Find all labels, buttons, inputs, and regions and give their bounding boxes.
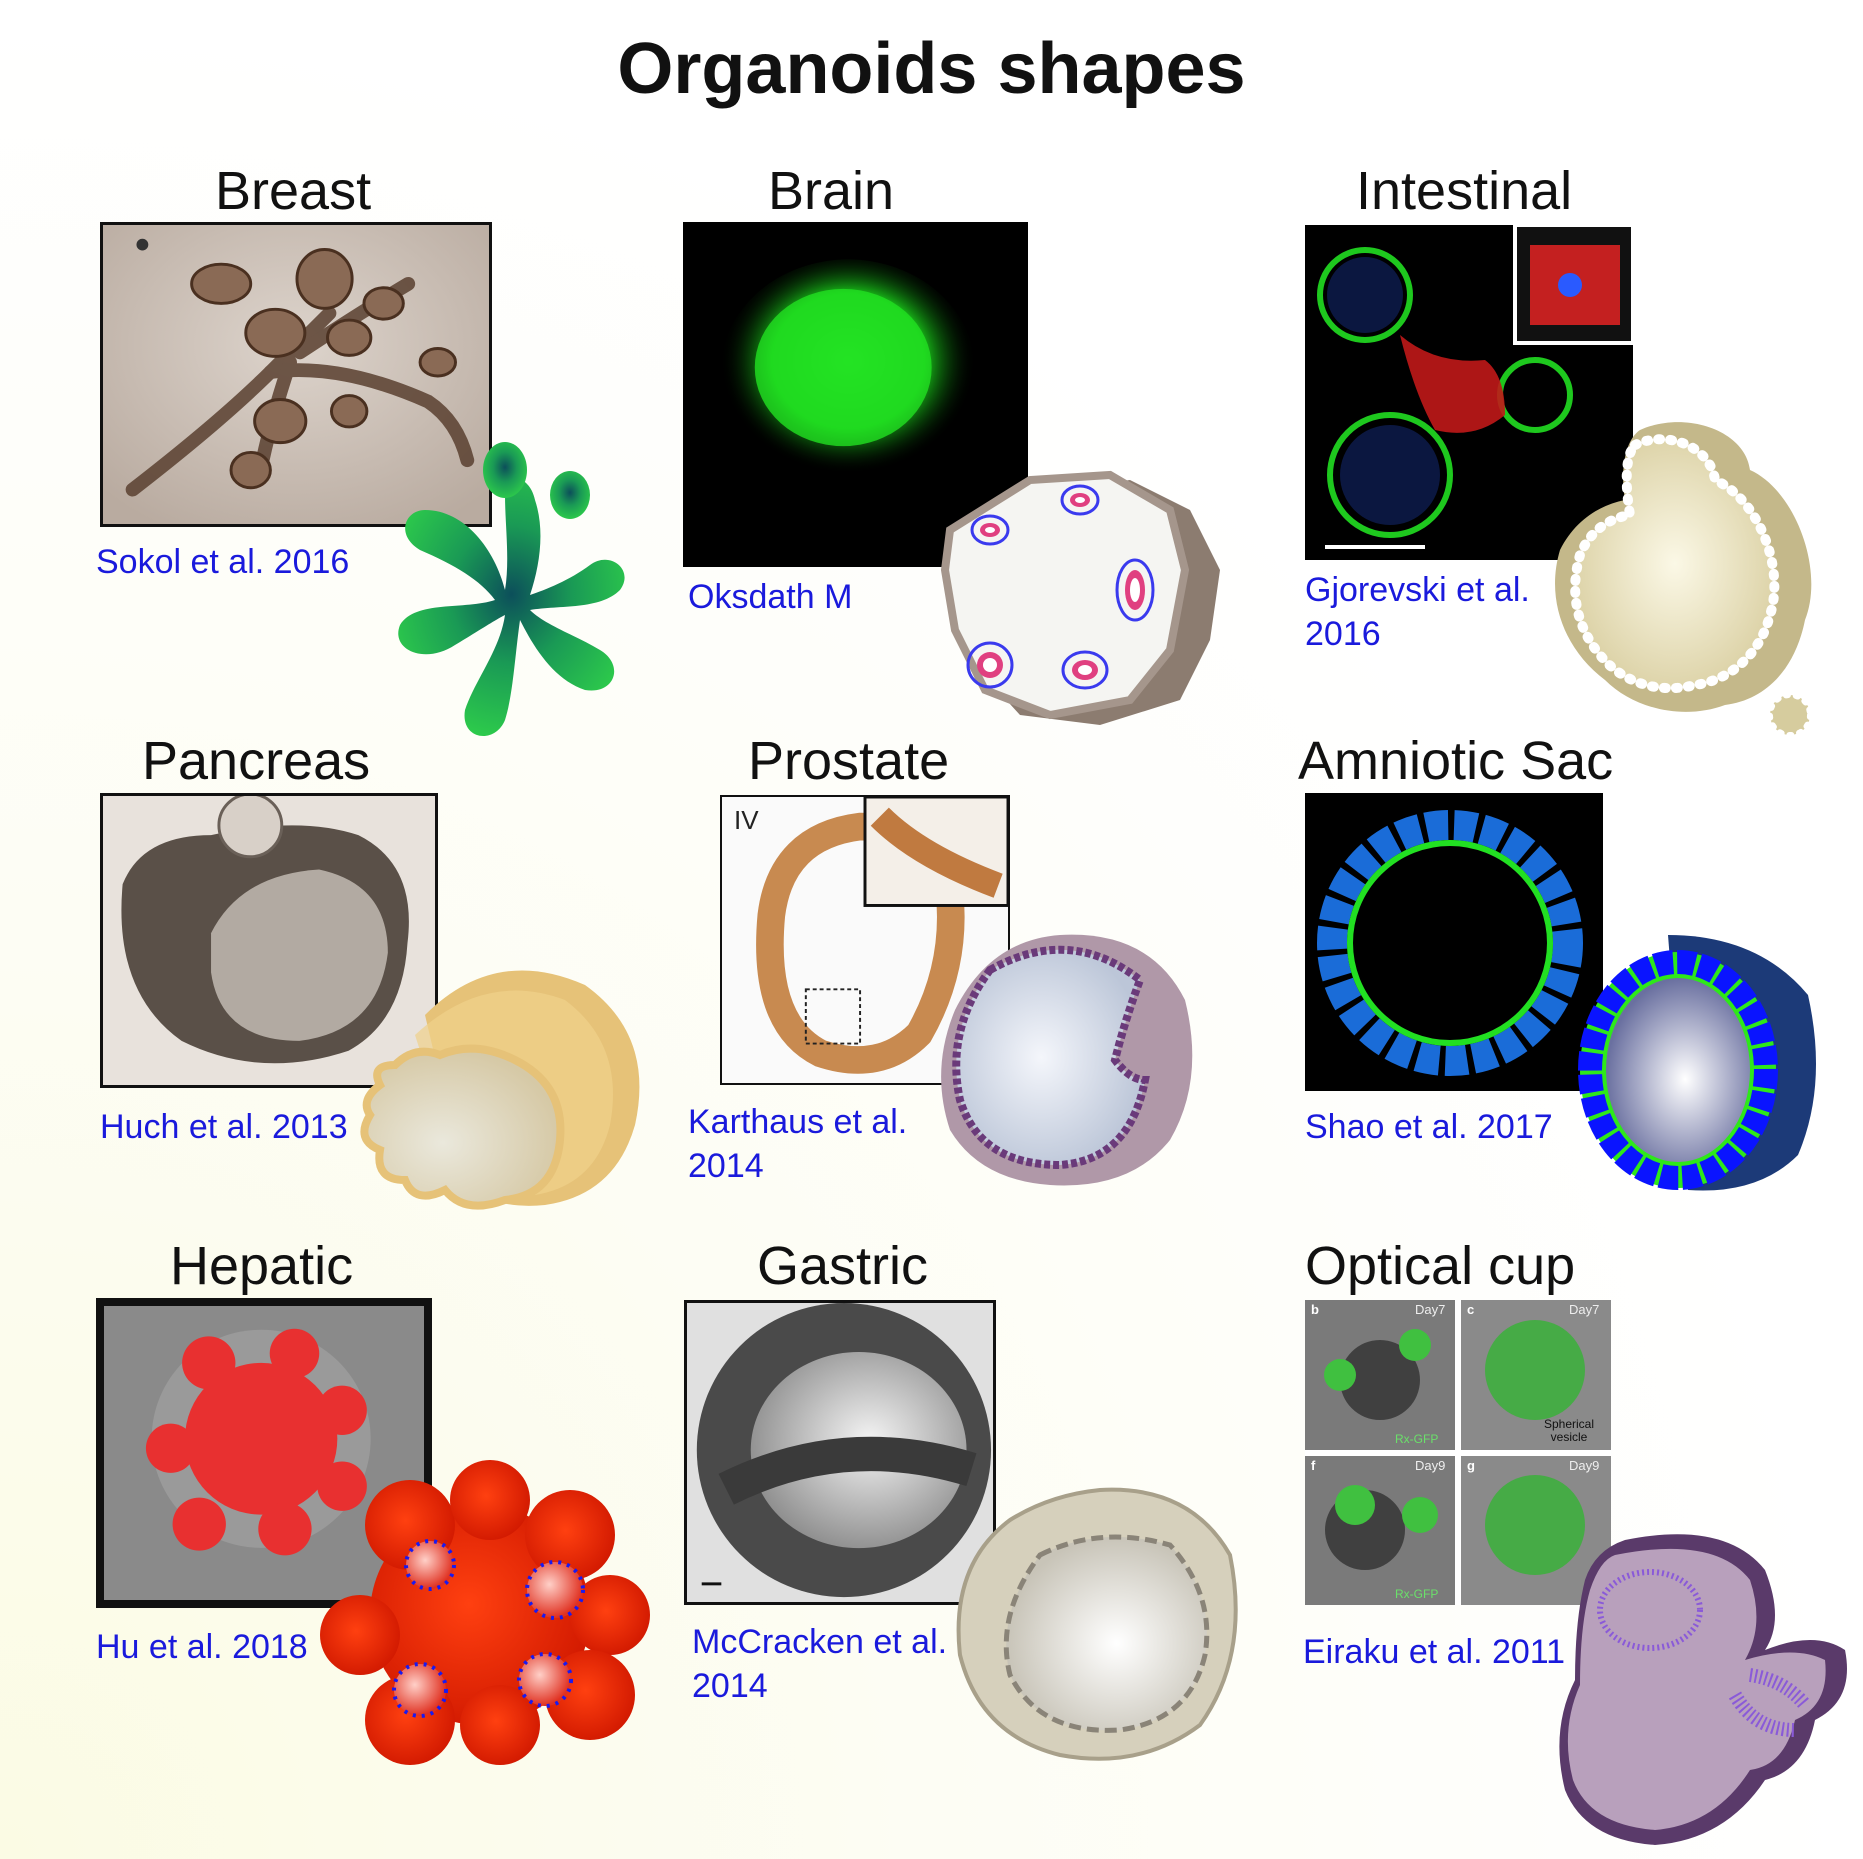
optical-subpanel-c-day: Day7 xyxy=(1569,1302,1600,1317)
optical-subpanel-f-day: Day9 xyxy=(1415,1458,1446,1473)
amniotic-organoid-model xyxy=(1578,935,1816,1191)
brain-citation: Oksdath M xyxy=(688,578,853,616)
brain-organoid-model xyxy=(940,470,1220,725)
hepatic-citation: Hu et al. 2018 xyxy=(96,1628,308,1666)
breast-organoid-model xyxy=(398,442,625,737)
intestinal-photo xyxy=(1305,225,1633,560)
optical-subpanel-g-day: Day9 xyxy=(1569,1458,1600,1473)
prostate-panel-mark: IV xyxy=(734,805,759,835)
optical-subpanel-f-tag: Rx-GFP xyxy=(1395,1587,1439,1601)
gastric-organoid-model xyxy=(956,1487,1238,1761)
gastric-citation: McCracken et al. 2014 xyxy=(692,1623,948,1705)
optical-subpanel-c-letter: c xyxy=(1467,1302,1475,1317)
brain-label: Brain xyxy=(768,161,895,221)
pancreas-photo xyxy=(100,793,438,1088)
optical-subpanel-c-tag: Spherical vesicle xyxy=(1543,1417,1595,1444)
optical-citation: Eiraku et al. 2011 xyxy=(1303,1633,1566,1671)
intestinal-organoid-model xyxy=(1555,422,1813,738)
optical-photo: b Day7 Rx-GFP c Day7 Spherical vesicle f… xyxy=(1305,1300,1611,1605)
optical-label: Optical cup xyxy=(1305,1236,1576,1296)
optical-subpanel-g-letter: g xyxy=(1467,1458,1475,1473)
brain-photo xyxy=(683,222,1028,567)
hepatic-label: Hepatic xyxy=(170,1236,354,1296)
gastric-photo xyxy=(684,1300,996,1605)
intestinal-citation: Gjorevski et al. 2016 xyxy=(1305,571,1530,653)
breast-label: Breast xyxy=(215,161,372,221)
intestinal-label: Intestinal xyxy=(1356,161,1573,221)
prostate-label: Prostate xyxy=(748,731,950,791)
prostate-organoid-model xyxy=(941,934,1193,1186)
amniotic-photo xyxy=(1305,793,1603,1091)
breast-photo xyxy=(100,222,492,527)
amniotic-citation: Shao et al. 2017 xyxy=(1305,1108,1553,1146)
optical-organoid-model xyxy=(1559,1534,1847,1845)
hepatic-photo xyxy=(96,1298,432,1608)
amniotic-label: Amniotic Sac xyxy=(1298,731,1614,791)
optical-subpanel-b-letter: b xyxy=(1311,1302,1319,1317)
hepatic-organoid-model xyxy=(320,1460,650,1765)
optical-subpanel-b-tag: Rx-GFP xyxy=(1395,1432,1439,1446)
optical-subpanel-b-day: Day7 xyxy=(1415,1302,1446,1317)
figure-title: Organoids shapes xyxy=(617,29,1246,109)
pancreas-label: Pancreas xyxy=(142,731,371,791)
pancreas-citation: Huch et al. 2013 xyxy=(100,1108,348,1146)
pancreas-organoid-model xyxy=(360,970,640,1210)
gastric-label: Gastric xyxy=(757,1236,929,1296)
breast-citation: Sokol et al. 2016 xyxy=(96,543,350,581)
prostate-citation: Karthaus et al. 2014 xyxy=(688,1103,908,1185)
optical-subpanel-f-letter: f xyxy=(1311,1458,1316,1473)
